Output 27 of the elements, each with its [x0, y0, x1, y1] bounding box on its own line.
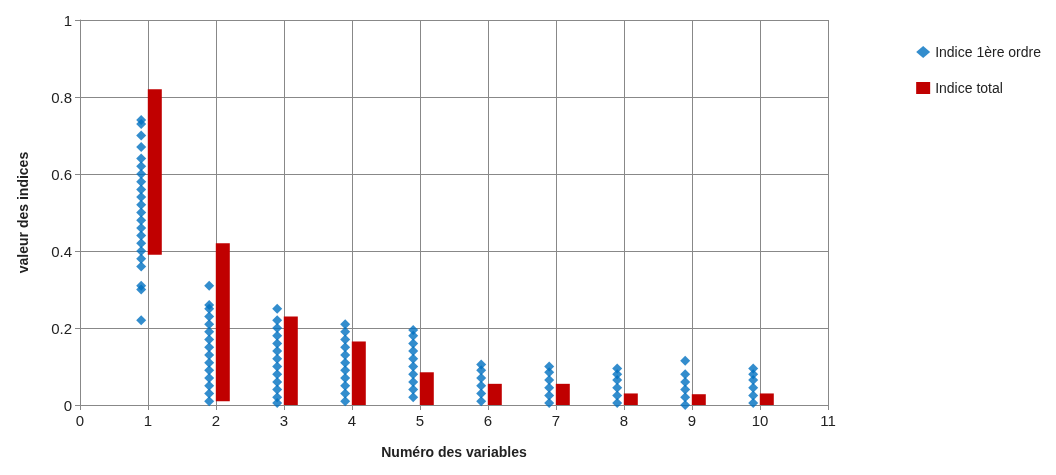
x-tick-label: 1 [143, 412, 153, 429]
y-tick-label: 0.8 [51, 88, 72, 106]
x-tick-label: 9 [687, 412, 697, 429]
x-tick-label: 3 [279, 412, 289, 429]
legend-label: Indice total [935, 80, 1003, 96]
y-tick-label: 0.4 [51, 242, 72, 260]
y-tick-label: 1 [63, 11, 72, 29]
bar [147, 89, 162, 255]
bar [215, 243, 230, 402]
bar [419, 372, 434, 405]
x-tick-label: 4 [347, 412, 357, 429]
y-tick-label: 0.6 [51, 165, 72, 183]
x-tick-label: 0 [75, 412, 85, 429]
x-tick-label: 5 [415, 412, 425, 429]
y-axis-title: valeur des indices [15, 151, 31, 274]
y-tick-label: 0.2 [51, 319, 72, 337]
x-tick-label: 7 [551, 412, 561, 429]
legend-label: Indice 1ère ordre [935, 44, 1042, 60]
x-tick-label: 2 [211, 412, 221, 429]
x-tick-label: 6 [483, 412, 493, 429]
x-axis-title: Numéro des variables [381, 444, 527, 460]
x-tick-label: 8 [619, 412, 629, 429]
y-tick-label: 0 [63, 396, 72, 414]
bar [283, 316, 298, 405]
x-tick-label: 10 [751, 412, 769, 429]
bar [351, 341, 366, 405]
x-tick-label: 11 [820, 412, 836, 429]
